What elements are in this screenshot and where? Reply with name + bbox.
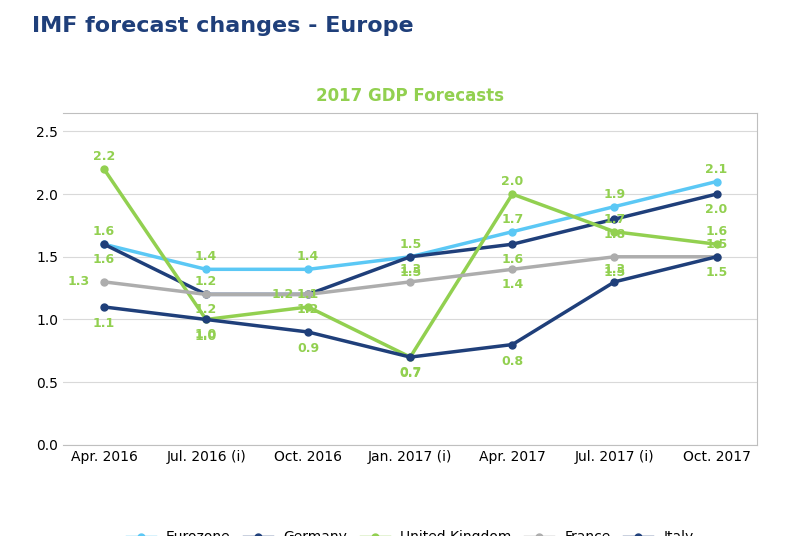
Legend: Eurozone, Germany, United Kingdom, France, Italy: Eurozone, Germany, United Kingdom, Franc… (122, 525, 699, 536)
Text: 1.7: 1.7 (604, 213, 626, 226)
Text: 1.6: 1.6 (501, 253, 523, 266)
Text: 0.9: 0.9 (297, 342, 320, 355)
Text: 1.5: 1.5 (705, 238, 727, 251)
Text: 1.8: 1.8 (604, 228, 626, 241)
Text: 1.4: 1.4 (297, 250, 320, 263)
Text: 1.9: 1.9 (604, 188, 626, 200)
Text: 1.5: 1.5 (399, 265, 421, 279)
Text: 0.7: 0.7 (399, 366, 421, 379)
Text: 2.2: 2.2 (93, 150, 115, 163)
Text: 1.5: 1.5 (705, 265, 727, 279)
Text: 2.1: 2.1 (705, 162, 727, 175)
Text: 1.0: 1.0 (195, 330, 217, 343)
Text: 1.3: 1.3 (604, 263, 626, 276)
Text: IMF forecast changes - Europe: IMF forecast changes - Europe (32, 16, 413, 36)
Text: 1.6: 1.6 (93, 253, 115, 266)
Text: 1.3: 1.3 (68, 276, 90, 288)
Text: 1.2: 1.2 (297, 303, 320, 316)
Text: 2.0: 2.0 (501, 175, 524, 188)
Text: 1.1: 1.1 (93, 317, 115, 330)
Text: 1.2: 1.2 (195, 276, 217, 288)
Text: 2.0: 2.0 (705, 203, 727, 216)
Text: 1.6: 1.6 (705, 225, 727, 238)
Text: 1.4: 1.4 (195, 250, 217, 263)
Text: 0.8: 0.8 (501, 355, 523, 368)
Text: 1.5: 1.5 (399, 238, 421, 251)
Text: 1.1: 1.1 (297, 288, 320, 301)
Text: 1.3: 1.3 (399, 263, 421, 276)
Text: 1.7: 1.7 (501, 213, 524, 226)
Title: 2017 GDP Forecasts: 2017 GDP Forecasts (316, 87, 504, 106)
Text: 0.7: 0.7 (399, 367, 421, 380)
Text: 1.6: 1.6 (93, 225, 115, 238)
Text: 1.0: 1.0 (195, 328, 217, 341)
Text: 1.4: 1.4 (501, 278, 524, 291)
Text: 1.2: 1.2 (272, 288, 294, 301)
Text: 1.2: 1.2 (195, 303, 217, 316)
Text: 1.5: 1.5 (604, 265, 626, 279)
